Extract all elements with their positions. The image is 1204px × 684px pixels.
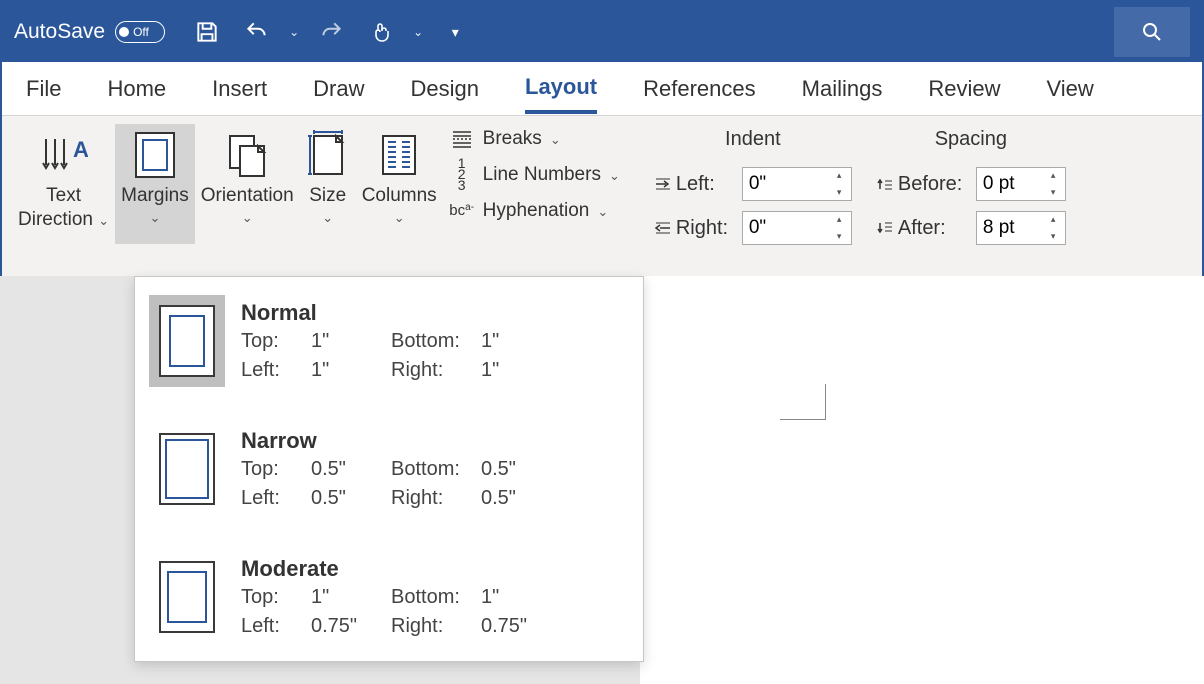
columns-label: Columns [362, 184, 437, 208]
tab-references[interactable]: References [643, 66, 756, 112]
spacing-after-label: After: [876, 217, 968, 240]
columns-icon [377, 128, 421, 182]
margin-preset-name: Normal [241, 300, 629, 326]
size-button[interactable]: Size⌄ [300, 124, 356, 244]
margins-button[interactable]: Margins ⌄ [115, 124, 195, 244]
spacing-before-label: Before: [876, 173, 968, 196]
ribbon: A TextDirection ⌄ Margins⌄ Orientation⌄ … [2, 116, 1202, 276]
spacing-title: Spacing [876, 128, 1066, 151]
document-page[interactable] [640, 276, 1204, 684]
size-label: Size [309, 184, 346, 208]
size-icon [306, 128, 350, 182]
tab-home[interactable]: Home [107, 66, 166, 112]
document-workspace: NormalTop:1"Bottom:1"Left:1"Right:1"Narr… [0, 276, 1204, 684]
margin-preset-icon [149, 551, 225, 643]
tab-view[interactable]: View [1046, 66, 1093, 112]
line-numbers-button[interactable]: 123 Line Numbers ⌄ [449, 158, 620, 192]
columns-button[interactable]: Columns⌄ [356, 124, 443, 244]
orientation-icon [222, 128, 272, 182]
tab-design[interactable]: Design [411, 66, 479, 112]
tab-mailings[interactable]: Mailings [802, 66, 883, 112]
hyphenation-label: Hyphenation [483, 200, 590, 222]
autosave-label: AutoSave [14, 20, 105, 44]
margin-preset-icon [149, 295, 225, 387]
save-icon[interactable] [189, 14, 225, 50]
toggle-knob [119, 27, 129, 37]
search-button[interactable] [1114, 7, 1190, 57]
margins-label: Margins [121, 184, 189, 208]
margins-dropdown: NormalTop:1"Bottom:1"Left:1"Right:1"Narr… [134, 276, 644, 662]
qat-customize-icon[interactable]: ▾ [437, 14, 473, 50]
indent-left-input[interactable]: 0"▴▾ [742, 167, 852, 201]
page-setup-small: Breaks ⌄ 123 Line Numbers ⌄ bca- Hyphena… [443, 124, 626, 276]
text-direction-label: Text [46, 184, 81, 208]
undo-icon[interactable] [239, 14, 275, 50]
title-bar: AutoSave Off ⌄ ⌄ ▾ [2, 2, 1202, 62]
tab-insert[interactable]: Insert [212, 66, 267, 112]
hyphenation-button[interactable]: bca- Hyphenation ⌄ [449, 200, 620, 222]
undo-dropdown-icon[interactable]: ⌄ [289, 25, 299, 39]
spacing-after-input[interactable]: 8 pt▴▾ [976, 211, 1066, 245]
tab-layout[interactable]: Layout [525, 64, 597, 114]
tab-file[interactable]: File [26, 66, 61, 112]
margin-preset-icon [149, 423, 225, 515]
indent-right-label: Right: [654, 217, 734, 240]
margins-option-moderate[interactable]: ModerateTop:1"Bottom:1"Left:0.75"Right:0… [135, 533, 643, 661]
text-direction-icon: A [40, 128, 88, 182]
tab-review[interactable]: Review [928, 66, 1000, 112]
margin-preset-name: Moderate [241, 556, 629, 582]
orientation-button[interactable]: Orientation⌄ [195, 124, 300, 244]
redo-icon[interactable] [313, 14, 349, 50]
breaks-button[interactable]: Breaks ⌄ [449, 128, 620, 150]
svg-text:A: A [73, 137, 88, 162]
spacing-before-input[interactable]: 0 pt▴▾ [976, 167, 1066, 201]
breaks-label: Breaks [483, 128, 542, 150]
indent-title: Indent [654, 128, 852, 151]
margin-corner-guide [780, 384, 826, 420]
line-numbers-label: Line Numbers [483, 164, 601, 186]
tab-draw[interactable]: Draw [313, 66, 364, 112]
autosave-state: Off [133, 25, 149, 39]
tab-bar: File Home Insert Draw Design Layout Refe… [2, 62, 1202, 116]
touch-dropdown-icon[interactable]: ⌄ [413, 25, 423, 39]
margins-icon [132, 128, 178, 182]
autosave-toggle[interactable]: Off [115, 21, 165, 43]
orientation-label: Orientation [201, 184, 294, 208]
margins-option-narrow[interactable]: NarrowTop:0.5"Bottom:0.5"Left:0.5"Right:… [135, 405, 643, 533]
breaks-icon [449, 130, 475, 148]
paragraph-group: ◲ Indent Left: 0"▴▾ Right: 0"▴▾ Spacing … [650, 124, 1066, 276]
autosave-control[interactable]: AutoSave Off [14, 20, 165, 44]
hyphenation-icon: bca- [449, 202, 475, 219]
touch-mode-icon[interactable] [363, 14, 399, 50]
indent-left-label: Left: [654, 173, 734, 196]
text-direction-button[interactable]: A TextDirection ⌄ [12, 124, 115, 244]
indent-right-input[interactable]: 0"▴▾ [742, 211, 852, 245]
margin-preset-name: Narrow [241, 428, 629, 454]
margins-option-normal[interactable]: NormalTop:1"Bottom:1"Left:1"Right:1" [135, 277, 643, 405]
chevron-down-icon: ⌄ [149, 210, 160, 226]
line-numbers-icon: 123 [449, 158, 475, 192]
